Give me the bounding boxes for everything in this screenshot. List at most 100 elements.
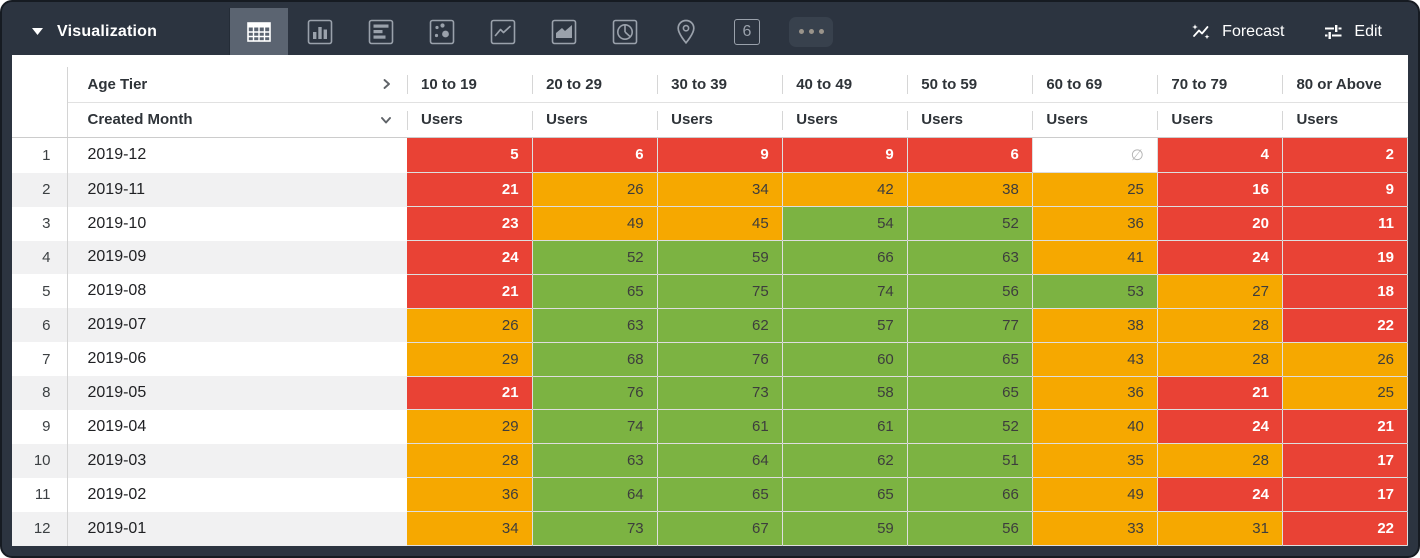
value-cell[interactable]: 53 xyxy=(1032,274,1158,309)
row-month[interactable]: 2019-06 xyxy=(87,350,147,368)
value-cell[interactable]: 54 xyxy=(782,206,908,242)
value-cell[interactable]: 62 xyxy=(657,308,783,343)
measure-header[interactable]: Users xyxy=(407,102,533,138)
value-cell[interactable]: 33 xyxy=(1032,511,1158,546)
tab-pie-vis[interactable] xyxy=(596,8,654,55)
row-field-header[interactable]: Created Month xyxy=(67,102,407,138)
value-cell[interactable]: 64 xyxy=(657,443,783,479)
measure-header[interactable]: Users xyxy=(782,102,908,138)
value-cell[interactable]: 24 xyxy=(1157,477,1283,513)
value-cell[interactable]: 18 xyxy=(1282,274,1409,309)
value-cell[interactable]: 35 xyxy=(1032,443,1158,479)
visualization-menu[interactable]: Visualization xyxy=(12,8,230,55)
pivot-value-header[interactable]: 10 to 19 xyxy=(407,67,533,103)
value-cell[interactable]: 65 xyxy=(532,274,658,309)
measure-header[interactable]: Users xyxy=(1157,102,1283,138)
tab-bar-vis[interactable] xyxy=(352,8,410,55)
value-cell[interactable]: 26 xyxy=(532,172,658,208)
value-cell[interactable]: 74 xyxy=(782,274,908,309)
measure-header[interactable]: Users xyxy=(657,102,783,138)
value-cell[interactable]: 42 xyxy=(782,172,908,208)
value-cell[interactable]: 67 xyxy=(657,511,783,546)
value-cell[interactable]: 9 xyxy=(782,137,908,174)
value-cell[interactable]: 59 xyxy=(657,240,783,275)
value-cell[interactable]: 19 xyxy=(1282,240,1409,275)
value-cell[interactable]: 9 xyxy=(1282,172,1409,208)
value-cell[interactable]: 21 xyxy=(407,274,533,309)
row-month[interactable]: 2019-07 xyxy=(87,316,147,334)
value-cell[interactable]: 58 xyxy=(782,376,908,411)
value-cell[interactable]: 29 xyxy=(407,409,533,445)
value-cell[interactable]: 17 xyxy=(1282,443,1409,479)
value-cell[interactable]: 49 xyxy=(1032,477,1158,513)
value-cell[interactable]: 21 xyxy=(1157,376,1283,411)
value-cell[interactable]: 16 xyxy=(1157,172,1283,208)
value-cell[interactable]: 52 xyxy=(532,240,658,275)
value-cell[interactable]: 34 xyxy=(407,511,533,546)
value-cell[interactable]: 62 xyxy=(782,443,908,479)
value-cell[interactable]: 63 xyxy=(907,240,1033,275)
value-cell[interactable]: 73 xyxy=(532,511,658,546)
value-cell[interactable]: 4 xyxy=(1157,137,1283,174)
value-cell[interactable]: 26 xyxy=(1282,342,1409,377)
value-cell[interactable]: 17 xyxy=(1282,477,1409,513)
value-cell[interactable]: 38 xyxy=(907,172,1033,208)
pivot-value-header[interactable]: 20 to 29 xyxy=(532,67,658,103)
value-cell[interactable]: 29 xyxy=(407,342,533,377)
value-cell[interactable]: 5 xyxy=(407,137,533,174)
row-month[interactable]: 2019-02 xyxy=(87,485,147,503)
value-cell[interactable]: 21 xyxy=(407,376,533,411)
value-cell[interactable]: 23 xyxy=(407,206,533,242)
value-cell[interactable]: 63 xyxy=(532,308,658,343)
row-month[interactable]: 2019-05 xyxy=(87,383,147,401)
pivot-value-header[interactable]: 30 to 39 xyxy=(657,67,783,103)
tab-line-vis[interactable] xyxy=(474,8,532,55)
value-cell[interactable]: 57 xyxy=(782,308,908,343)
value-cell[interactable]: 65 xyxy=(907,342,1033,377)
value-cell[interactable]: 65 xyxy=(782,477,908,513)
value-cell[interactable]: 6 xyxy=(907,137,1033,174)
value-cell[interactable]: 36 xyxy=(1032,376,1158,411)
value-cell[interactable]: 52 xyxy=(907,409,1033,445)
row-month[interactable]: 2019-09 xyxy=(87,248,147,266)
row-month[interactable]: 2019-08 xyxy=(87,282,147,300)
forecast-button[interactable]: Forecast xyxy=(1186,15,1288,49)
value-cell[interactable]: 65 xyxy=(657,477,783,513)
more-vis-types-button[interactable] xyxy=(789,16,833,47)
value-cell[interactable]: 61 xyxy=(782,409,908,445)
value-cell[interactable]: 28 xyxy=(1157,342,1283,377)
row-month[interactable]: 2019-11 xyxy=(87,180,146,198)
value-cell[interactable]: 43 xyxy=(1032,342,1158,377)
value-cell[interactable]: 77 xyxy=(907,308,1033,343)
value-cell[interactable]: 61 xyxy=(657,409,783,445)
value-cell[interactable]: 36 xyxy=(1032,206,1158,242)
row-month[interactable]: 2019-01 xyxy=(87,519,147,537)
edit-button[interactable]: Edit xyxy=(1318,15,1386,49)
value-cell[interactable]: 22 xyxy=(1282,308,1409,343)
value-cell[interactable]: 28 xyxy=(1157,443,1283,479)
row-month[interactable]: 2019-03 xyxy=(87,451,147,469)
value-cell[interactable]: 76 xyxy=(532,376,658,411)
pivot-value-header[interactable]: 80 or Above xyxy=(1282,67,1408,103)
value-cell[interactable]: 66 xyxy=(782,240,908,275)
value-cell[interactable]: 40 xyxy=(1032,409,1158,445)
value-cell[interactable]: 68 xyxy=(532,342,658,377)
value-cell[interactable]: 75 xyxy=(657,274,783,309)
measure-header[interactable]: Users xyxy=(1282,102,1408,138)
value-cell[interactable]: 60 xyxy=(782,342,908,377)
value-cell[interactable]: 59 xyxy=(782,511,908,546)
pivot-value-header[interactable]: 40 to 49 xyxy=(782,67,908,103)
value-cell[interactable]: 24 xyxy=(1157,409,1283,445)
value-cell[interactable]: 56 xyxy=(907,511,1033,546)
value-cell[interactable]: 49 xyxy=(532,206,658,242)
value-cell[interactable]: 76 xyxy=(657,342,783,377)
pivot-value-header[interactable]: 50 to 59 xyxy=(907,67,1033,103)
value-cell[interactable]: 45 xyxy=(657,206,783,242)
tab-table-vis[interactable] xyxy=(230,8,288,55)
row-month[interactable]: 2019-12 xyxy=(87,146,147,164)
value-cell[interactable]: 20 xyxy=(1157,206,1283,242)
value-cell[interactable]: 65 xyxy=(907,376,1033,411)
value-cell[interactable]: 27 xyxy=(1157,274,1283,309)
value-cell[interactable]: 28 xyxy=(407,443,533,479)
value-cell[interactable]: 64 xyxy=(532,477,658,513)
